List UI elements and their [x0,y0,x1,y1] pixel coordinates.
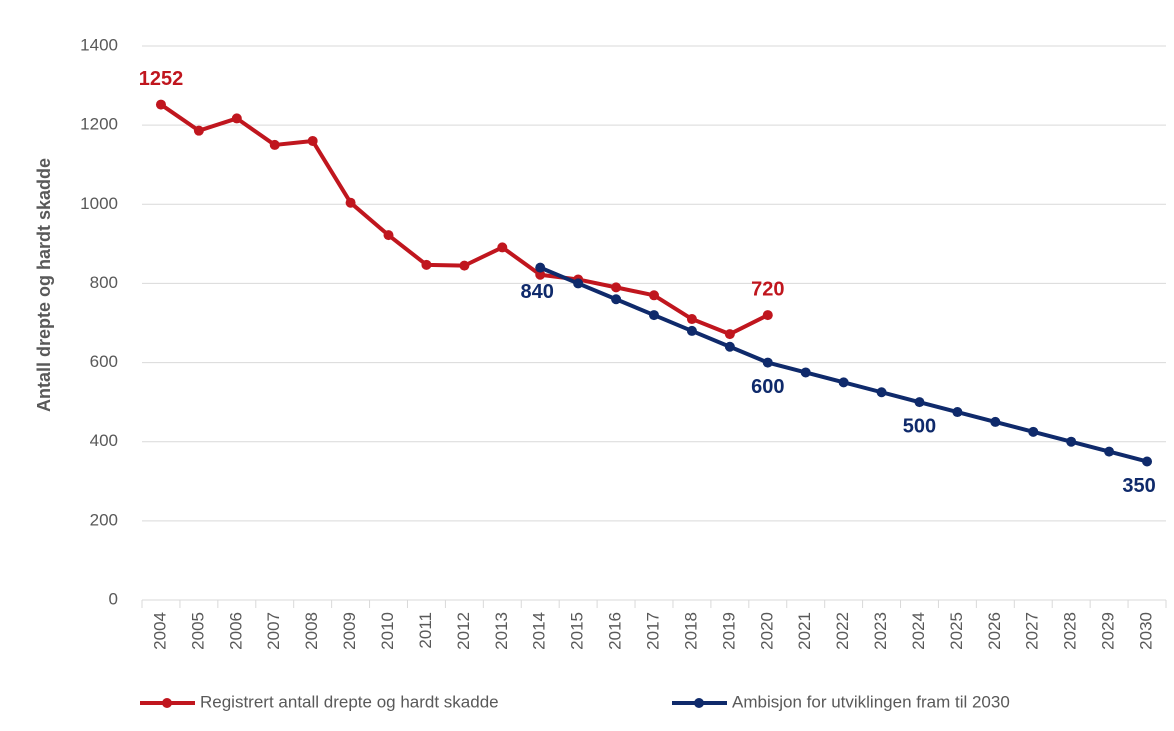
data-label: 1252 [139,68,184,90]
x-tick-label: 2027 [1023,612,1042,650]
point [307,135,318,146]
point [459,260,470,271]
point [762,357,773,368]
x-tick-label: 2010 [378,612,397,650]
x-tick-label: 2005 [188,612,207,650]
legend-marker [694,698,704,708]
data-label: 600 [751,376,784,398]
x-tick-label: 2015 [568,612,587,650]
y-tick-label: 1000 [80,194,118,213]
y-tick-label: 400 [90,431,118,450]
point [345,197,356,208]
point [421,259,432,270]
point [611,282,622,293]
point [990,416,1001,427]
point [611,294,622,305]
x-tick-label: 2007 [264,612,283,650]
x-tick-label: 2014 [530,612,549,650]
x-tick-label: 2018 [681,612,700,650]
point [155,99,166,110]
x-tick-label: 2004 [150,612,169,650]
point [1142,456,1153,467]
y-tick-label: 800 [90,273,118,292]
legend-label: Registrert antall drepte og hardt skadde [200,692,499,711]
series-line [159,102,769,337]
legend-marker [162,698,172,708]
y-tick-label: 1400 [80,35,118,54]
point [1066,436,1077,447]
point [1104,446,1115,457]
x-tick-label: 2028 [1061,612,1080,650]
point [838,377,849,388]
point [686,314,697,325]
x-tick-label: 2025 [947,612,966,650]
point [231,113,242,124]
y-tick-label: 200 [90,510,118,529]
point [724,341,735,352]
x-tick-label: 2019 [719,612,738,650]
point [383,230,394,241]
point [724,329,735,340]
point [193,125,204,136]
x-tick-label: 2016 [606,612,625,650]
x-tick-label: 2017 [643,612,662,650]
point [497,242,508,253]
point [800,367,811,378]
x-tick-label: 2029 [1099,612,1118,650]
point [535,262,546,273]
x-tick-label: 2030 [1137,612,1156,650]
x-tick-label: 2021 [795,612,814,650]
series-line [539,265,1148,464]
data-label: 350 [1122,475,1155,497]
x-tick-label: 2011 [416,612,435,649]
point [914,397,925,408]
x-tick-label: 2020 [757,612,776,650]
point [649,290,659,301]
data-label: 500 [903,415,936,437]
y-tick-label: 1200 [80,115,118,134]
point [762,310,773,321]
x-tick-label: 2009 [340,612,359,650]
point [269,139,280,150]
x-tick-label: 2013 [492,612,511,650]
y-tick-label: 600 [90,352,118,371]
point [1028,426,1039,437]
data-label: 840 [521,281,554,303]
x-tick-label: 2026 [985,612,1004,650]
x-tick-label: 2022 [833,612,852,650]
data-label: 720 [751,278,784,300]
point [573,278,584,289]
y-axis-title: Antall drepte og hardt skadde [34,158,54,412]
point [535,269,546,280]
point [876,387,887,398]
x-tick-label: 2023 [871,612,890,650]
x-tick-label: 2006 [226,612,245,650]
point [686,325,697,336]
x-tick-label: 2012 [454,612,473,650]
point [952,407,963,418]
x-tick-label: 2008 [302,612,321,650]
y-tick-label: 0 [109,589,118,608]
point [649,310,659,321]
legend-label: Ambisjon for utviklingen fram til 2030 [732,692,1010,711]
x-tick-label: 2024 [909,612,928,650]
